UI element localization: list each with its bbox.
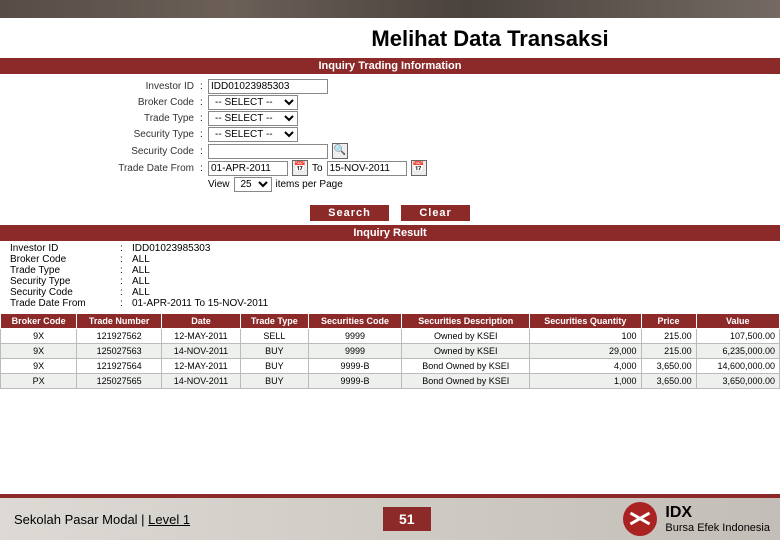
table-cell: 9999-B	[308, 359, 402, 374]
footer-left: Sekolah Pasar Modal | Level 1	[0, 512, 190, 527]
result-block: Investor ID:IDD01023985303Broker Code:AL…	[0, 241, 780, 313]
table-cell: 215.00	[641, 344, 696, 359]
table-cell: 29,000	[530, 344, 641, 359]
table-cell: 121927564	[77, 359, 162, 374]
investor-id-label: Investor ID	[10, 81, 200, 92]
table-cell: BUY	[241, 359, 308, 374]
footer-right: Bursa Efek Indonesia	[665, 522, 770, 534]
table-cell: 125027563	[77, 344, 162, 359]
table-cell: BUY	[241, 344, 308, 359]
security-type-select[interactable]: -- SELECT --	[208, 127, 298, 142]
table-header: Trade Number	[77, 314, 162, 329]
table-cell: 100	[530, 329, 641, 344]
table-cell: 1,000	[530, 374, 641, 389]
result-label: Trade Type	[10, 265, 120, 276]
broker-code-label: Broker Code	[10, 97, 200, 108]
table-cell: 9X	[1, 359, 77, 374]
table-cell: 4,000	[530, 359, 641, 374]
table-cell: PX	[1, 374, 77, 389]
date-from-label: Trade Date From	[10, 163, 200, 174]
table-cell: 14-NOV-2011	[161, 374, 240, 389]
result-label: Trade Date From	[10, 298, 120, 309]
table-cell: 121927562	[77, 329, 162, 344]
calendar-from-icon[interactable]: 📅	[292, 160, 308, 176]
investor-id-input[interactable]	[208, 79, 328, 94]
clear-button[interactable]: Clear	[401, 205, 470, 221]
table-header: Securities Quantity	[530, 314, 641, 329]
table-row: 9X12502756314-NOV-2011BUY9999Owned by KS…	[1, 344, 780, 359]
table-cell: 14-NOV-2011	[161, 344, 240, 359]
per-page-label: items per Page	[276, 179, 343, 190]
result-value: IDD01023985303	[132, 243, 210, 254]
table-cell: 9X	[1, 344, 77, 359]
broker-code-select[interactable]: -- SELECT --	[208, 95, 298, 110]
table-cell: 215.00	[641, 329, 696, 344]
result-value: ALL	[132, 276, 150, 287]
table-cell: 9999	[308, 329, 402, 344]
table-cell: 14,600,000.00	[696, 359, 779, 374]
table-cell: 9999-B	[308, 374, 402, 389]
table-cell: 3,650,000.00	[696, 374, 779, 389]
form-heading: Inquiry Trading Information	[0, 58, 780, 74]
view-select[interactable]: 25	[234, 177, 272, 192]
table-cell: SELL	[241, 329, 308, 344]
table-cell: Bond Owned by KSEI	[402, 359, 530, 374]
page-title: Melihat Data Transaksi	[0, 26, 780, 52]
security-type-label: Security Type	[10, 129, 200, 140]
top-decor-strip	[0, 0, 780, 18]
table-header: Date	[161, 314, 240, 329]
result-label: Security Code	[10, 287, 120, 298]
table-header: Securities Code	[308, 314, 402, 329]
table-header: Value	[696, 314, 779, 329]
table-cell: 12-MAY-2011	[161, 359, 240, 374]
table-cell: 6,235,000.00	[696, 344, 779, 359]
table-cell: 9999	[308, 344, 402, 359]
table-cell: 107,500.00	[696, 329, 779, 344]
table-cell: 125027565	[77, 374, 162, 389]
table-header: Securities Description	[402, 314, 530, 329]
security-code-input[interactable]	[208, 144, 328, 159]
date-from-input[interactable]	[208, 161, 288, 176]
table-cell: Owned by KSEI	[402, 329, 530, 344]
idx-logo-icon	[623, 502, 657, 536]
trade-type-select[interactable]: -- SELECT --	[208, 111, 298, 126]
page-number: 51	[383, 507, 431, 531]
search-icon[interactable]: 🔍	[332, 143, 348, 159]
trade-type-label: Trade Type	[10, 113, 200, 124]
result-label: Broker Code	[10, 254, 120, 265]
idx-logo-text: IDX	[665, 504, 770, 522]
result-value: 01-APR-2011 To 15-NOV-2011	[132, 298, 268, 309]
table-row: PX12502756514-NOV-2011BUY9999-BBond Owne…	[1, 374, 780, 389]
result-label: Investor ID	[10, 243, 120, 254]
date-to-input[interactable]	[327, 161, 407, 176]
result-label: Security Type	[10, 276, 120, 287]
table-cell: BUY	[241, 374, 308, 389]
search-button[interactable]: Search	[310, 205, 389, 221]
table-cell: 3,650.00	[641, 359, 696, 374]
result-value: ALL	[132, 287, 150, 298]
result-value: ALL	[132, 254, 150, 265]
result-heading: Inquiry Result	[0, 225, 780, 241]
table-header: Price	[641, 314, 696, 329]
table-header: Broker Code	[1, 314, 77, 329]
result-value: ALL	[132, 265, 150, 276]
table-cell: 9X	[1, 329, 77, 344]
security-code-label: Security Code	[10, 146, 200, 157]
table-row: 9X12192756412-MAY-2011BUY9999-BBond Owne…	[1, 359, 780, 374]
transactions-table: Broker CodeTrade NumberDateTrade TypeSec…	[0, 313, 780, 389]
table-cell: 3,650.00	[641, 374, 696, 389]
table-cell: 12-MAY-2011	[161, 329, 240, 344]
calendar-to-icon[interactable]: 📅	[411, 160, 427, 176]
table-header: Trade Type	[241, 314, 308, 329]
table-row: 9X12192756212-MAY-2011SELL9999Owned by K…	[1, 329, 780, 344]
to-label: To	[312, 163, 323, 174]
table-cell: Bond Owned by KSEI	[402, 374, 530, 389]
view-label: View	[208, 179, 230, 190]
inquiry-form: Investor ID : Broker Code : -- SELECT --…	[0, 74, 780, 199]
table-cell: Owned by KSEI	[402, 344, 530, 359]
footer: Sekolah Pasar Modal | Level 1 51 IDX Bur…	[0, 494, 780, 540]
